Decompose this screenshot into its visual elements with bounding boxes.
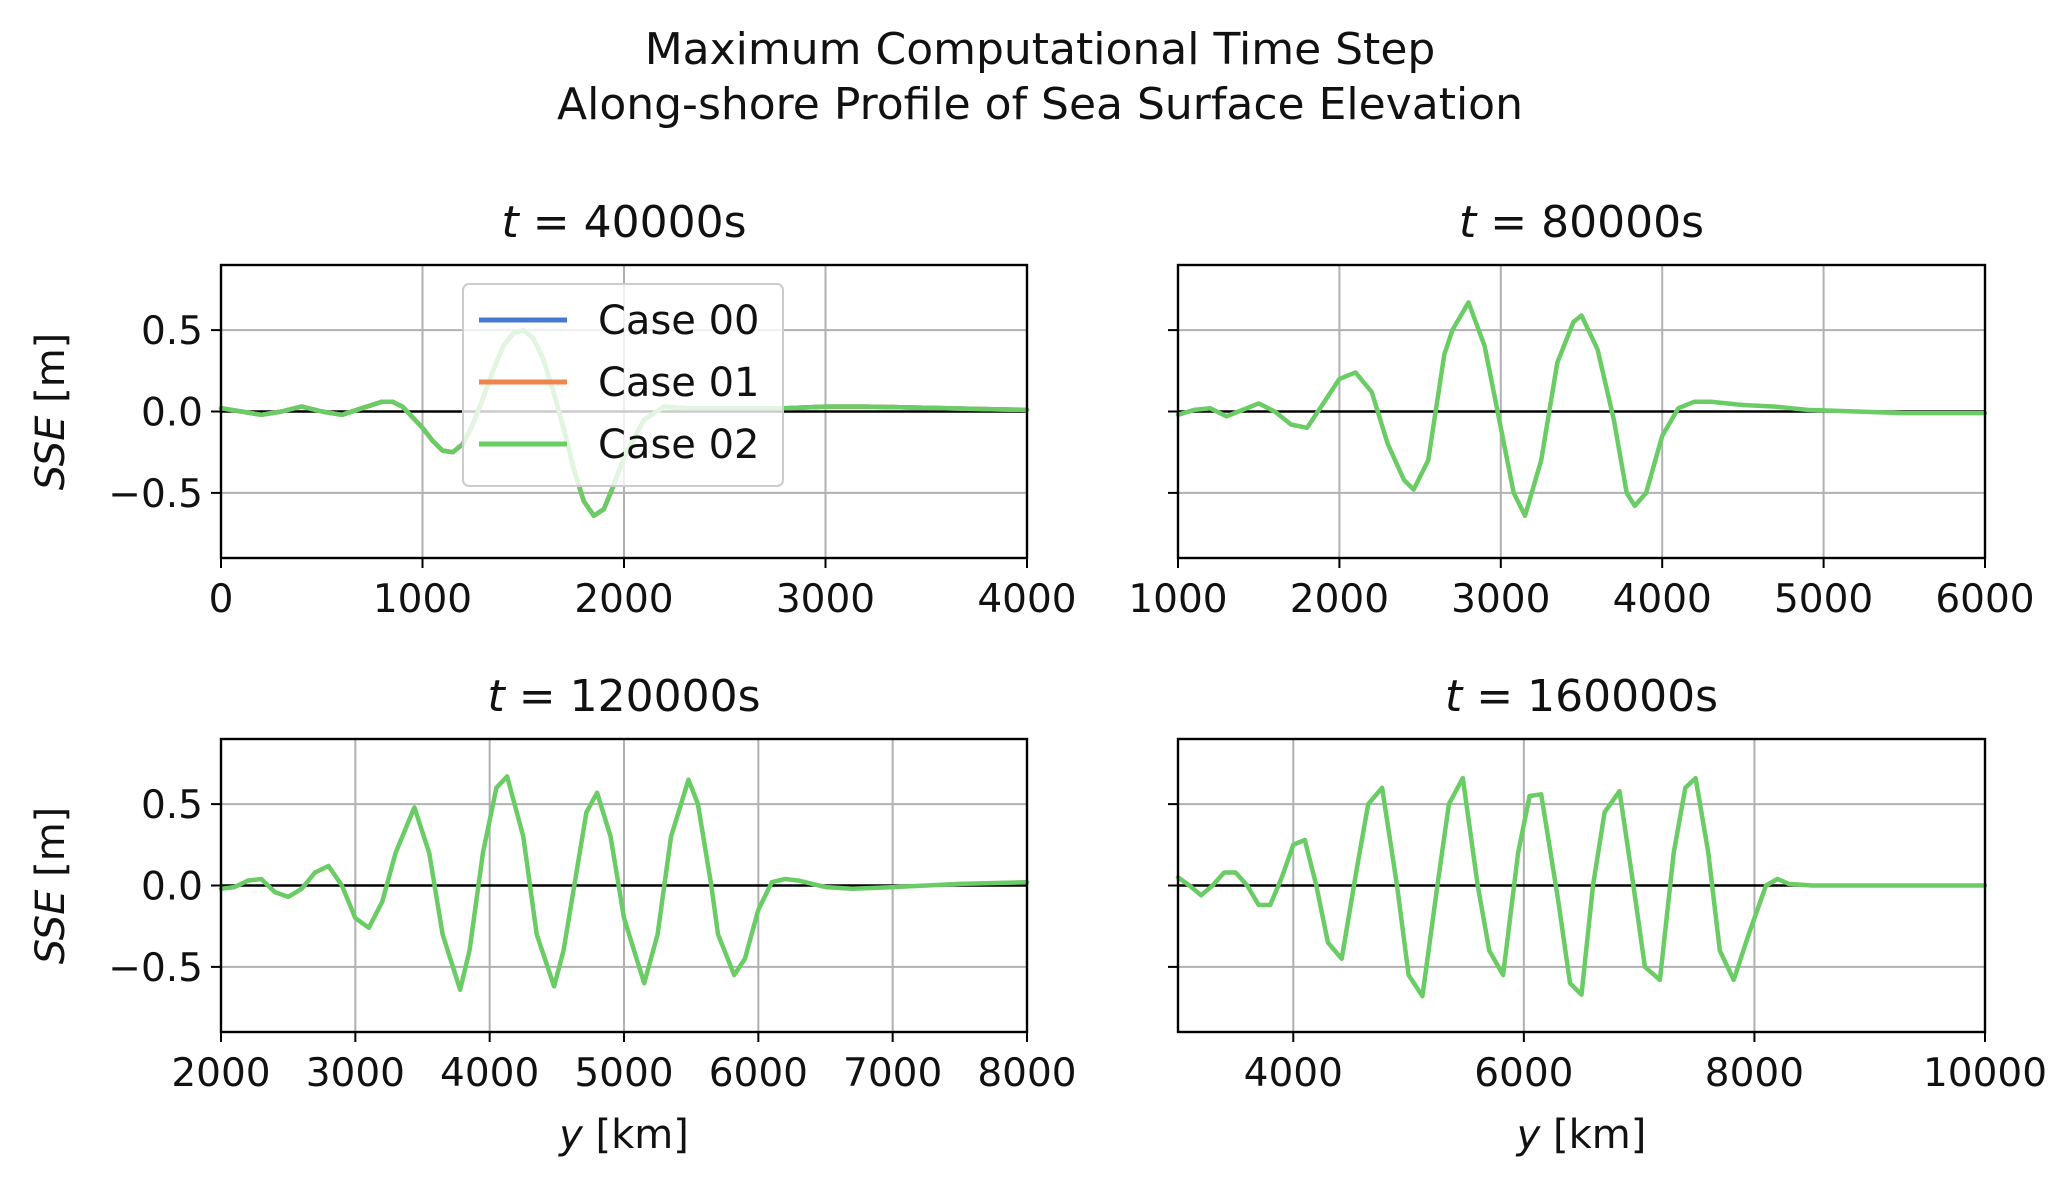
subplot-title: t = 120000s [488,671,761,722]
legend-label-case-00: Case 00 [598,298,760,344]
y-axis-label: SSE [m] [28,333,74,491]
y-tick-label: −0.5 [108,472,203,517]
legend-box [462,283,784,487]
y-tick-label: 0.5 [141,309,203,354]
series-line-case-02 [218,774,1030,992]
x-tick-label: 7000 [843,1051,942,1096]
x-tick-label: 10000 [1923,1051,2047,1096]
x-tick-label: 5000 [574,1051,673,1096]
x-tick-label: 3000 [776,577,875,622]
subplot-title: t = 40000s [502,197,747,248]
x-tick-label: 3000 [306,1051,405,1096]
x-axis-label: y [km] [558,1112,689,1158]
figure-title-line1: Maximum Computational Time Step [645,24,1436,75]
x-tick-label: 2000 [574,577,673,622]
x-tick-label: 1000 [373,577,472,622]
x-tick-label: 5000 [1774,577,1873,622]
y-tick-label: 0.0 [141,865,203,910]
series-line-case-02 [1175,775,1988,999]
x-tick-label: 2000 [1290,577,1389,622]
x-tick-label: 0 [209,577,234,622]
subplot-title: t = 80000s [1459,197,1704,248]
x-tick-label: 4000 [440,1051,539,1096]
y-tick-label: 0.5 [141,783,203,828]
x-tick-label: 8000 [1705,1051,1804,1096]
x-tick-label: 6000 [1935,577,2034,622]
x-tick-label: 2000 [171,1051,270,1096]
x-tick-label: 8000 [977,1051,1076,1096]
x-tick-label: 4000 [1244,1051,1343,1096]
legend-label-case-02: Case 02 [598,422,760,468]
x-tick-label: 1000 [1128,577,1227,622]
x-axis-label: y [km] [1516,1112,1647,1158]
y-tick-label: −0.5 [108,946,203,991]
y-axis-label: SSE [m] [28,807,74,965]
x-tick-label: 4000 [977,577,1076,622]
series-line-case-02 [1175,300,1988,518]
legend-label-case-01: Case 01 [598,360,760,406]
x-tick-label: 6000 [709,1051,808,1096]
x-tick-label: 6000 [1474,1051,1573,1096]
y-tick-label: 0.0 [141,391,203,436]
x-tick-label: 4000 [1613,577,1712,622]
figure-title-line2: Along-shore Profile of Sea Surface Eleva… [557,79,1523,130]
subplot-title: t = 160000s [1445,671,1718,722]
x-tick-label: 3000 [1451,577,1550,622]
